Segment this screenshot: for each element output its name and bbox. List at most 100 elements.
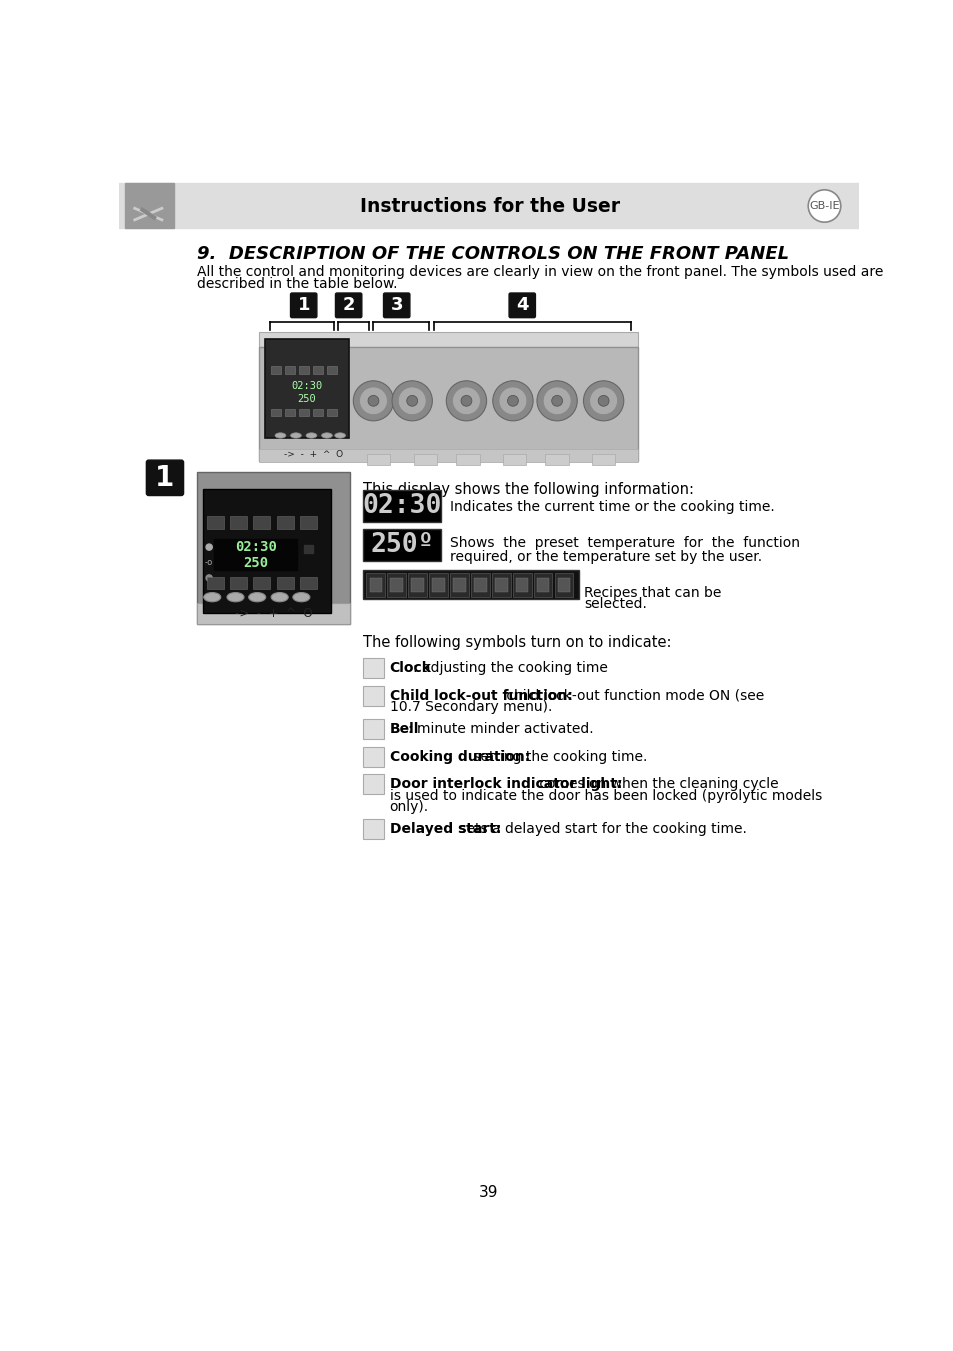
Bar: [513, 573, 531, 597]
Bar: [285, 366, 294, 374]
Bar: [196, 471, 350, 624]
Bar: [495, 578, 507, 592]
FancyBboxPatch shape: [146, 461, 183, 496]
Text: Instructions for the User: Instructions for the User: [359, 196, 619, 216]
Ellipse shape: [271, 593, 288, 601]
Bar: [450, 573, 468, 597]
Bar: [230, 577, 247, 589]
Circle shape: [206, 574, 212, 581]
Bar: [213, 539, 297, 555]
Bar: [387, 573, 406, 597]
Text: 250: 250: [243, 555, 268, 570]
Ellipse shape: [227, 593, 244, 601]
Bar: [367, 454, 390, 465]
Bar: [299, 516, 316, 528]
Bar: [253, 516, 270, 528]
Text: Shows  the  preset  temperature  for  the  function: Shows the preset temperature for the fun…: [450, 536, 800, 550]
Text: 39: 39: [478, 1185, 498, 1200]
Text: 02:30: 02:30: [234, 540, 276, 554]
Text: required, or the temperature set by the user.: required, or the temperature set by the …: [450, 550, 761, 565]
Text: Recipes that can be: Recipes that can be: [583, 585, 720, 600]
Circle shape: [397, 386, 426, 415]
Bar: [271, 408, 281, 416]
Text: 9.  DESCRIPTION OF THE CONTROLS ON THE FRONT PANEL: 9. DESCRIPTION OF THE CONTROLS ON THE FR…: [196, 245, 788, 262]
Bar: [363, 774, 383, 794]
Bar: [258, 331, 638, 347]
Bar: [408, 573, 427, 597]
Bar: [516, 578, 528, 592]
Text: All the control and monitoring devices are clearly in view on the front panel. T: All the control and monitoring devices a…: [196, 265, 882, 278]
Text: is used to indicate the door has been locked (pyrolytic models: is used to indicate the door has been lo…: [390, 789, 821, 802]
FancyBboxPatch shape: [335, 293, 361, 317]
Bar: [363, 570, 578, 600]
Text: 2: 2: [342, 296, 355, 315]
Bar: [271, 366, 281, 374]
Text: setting the cooking time.: setting the cooking time.: [469, 750, 647, 763]
Bar: [363, 719, 383, 739]
Text: ->  -  +  ^  O: -> - + ^ O: [283, 450, 342, 459]
Circle shape: [406, 396, 417, 407]
Text: comes on when the cleaning cycle: comes on when the cleaning cycle: [535, 777, 778, 792]
Ellipse shape: [321, 432, 332, 438]
Ellipse shape: [293, 593, 310, 601]
Bar: [369, 578, 381, 592]
Text: described in the table below.: described in the table below.: [196, 277, 396, 290]
Bar: [258, 449, 638, 462]
Text: : adjusting the cooking time: : adjusting the cooking time: [413, 661, 607, 676]
Text: ->  -  +  ^  O: -> - + ^ O: [234, 607, 312, 620]
Circle shape: [598, 396, 608, 407]
Bar: [555, 573, 573, 597]
Circle shape: [493, 381, 533, 422]
Text: Delayed start:: Delayed start:: [390, 821, 500, 836]
Text: 250: 250: [297, 394, 315, 404]
Bar: [363, 686, 383, 705]
Circle shape: [368, 396, 378, 407]
FancyBboxPatch shape: [383, 293, 410, 317]
Bar: [230, 516, 247, 528]
Bar: [207, 516, 224, 528]
Text: -o: -o: [205, 558, 213, 567]
Text: sets a delayed start for the cooking time.: sets a delayed start for the cooking tim…: [455, 821, 746, 836]
Circle shape: [583, 381, 623, 422]
Circle shape: [537, 381, 577, 422]
Circle shape: [498, 386, 526, 415]
Circle shape: [353, 381, 394, 422]
Text: Door interlock indicator light:: Door interlock indicator light:: [390, 777, 621, 792]
Text: Clock: Clock: [390, 661, 431, 676]
Bar: [207, 577, 224, 589]
Circle shape: [452, 386, 480, 415]
Text: 4: 4: [516, 296, 528, 315]
Text: 10.7 Secondary menu).: 10.7 Secondary menu).: [390, 700, 552, 713]
Circle shape: [392, 381, 432, 422]
Bar: [390, 578, 402, 592]
Text: Cooking duration:: Cooking duration:: [390, 750, 530, 763]
Ellipse shape: [335, 432, 345, 438]
Bar: [213, 555, 297, 570]
Bar: [327, 366, 336, 374]
Text: 02:30: 02:30: [362, 493, 441, 519]
Bar: [453, 578, 465, 592]
Circle shape: [589, 386, 617, 415]
Text: GB-IE: GB-IE: [808, 201, 839, 211]
Bar: [265, 339, 348, 438]
Bar: [414, 454, 436, 465]
Bar: [366, 573, 385, 597]
Bar: [298, 366, 309, 374]
Ellipse shape: [291, 432, 301, 438]
Bar: [363, 490, 440, 523]
Bar: [276, 577, 294, 589]
Text: : minute minder activated.: : minute minder activated.: [408, 721, 594, 736]
Text: This display shows the following information:: This display shows the following informa…: [363, 482, 694, 497]
Bar: [471, 573, 489, 597]
Circle shape: [507, 396, 517, 407]
Bar: [313, 408, 323, 416]
Bar: [492, 573, 510, 597]
Bar: [537, 578, 549, 592]
Text: Indicates the current time or the cooking time.: Indicates the current time or the cookin…: [450, 500, 774, 515]
Circle shape: [206, 544, 212, 550]
Bar: [313, 366, 323, 374]
Text: selected.: selected.: [583, 597, 646, 611]
Text: 1: 1: [297, 296, 310, 315]
Bar: [258, 347, 638, 461]
Bar: [253, 577, 270, 589]
